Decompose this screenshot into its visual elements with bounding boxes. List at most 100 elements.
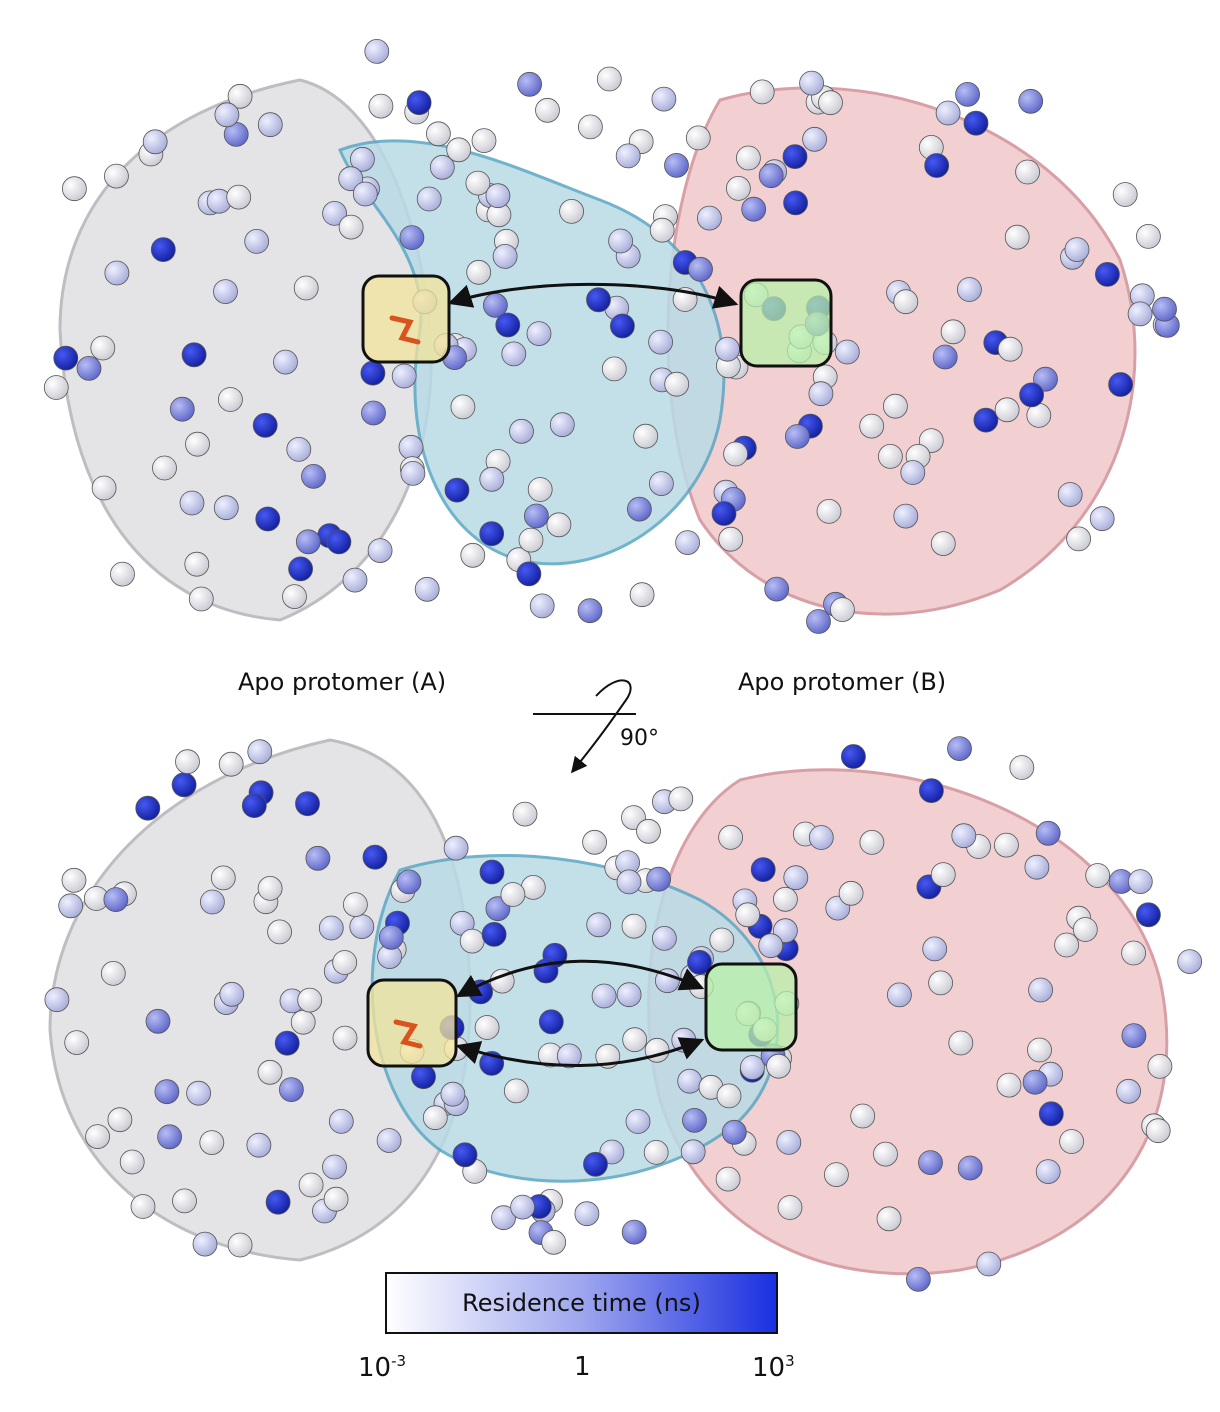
water-sphere-icon: [154, 1079, 180, 1105]
water-sphere-icon: [255, 506, 281, 532]
water-sphere-icon: [649, 471, 674, 497]
water-sphere-icon: [213, 279, 238, 305]
water-sphere-icon: [685, 125, 711, 151]
water-sphere-icon: [512, 801, 538, 827]
water-sphere-icon: [1089, 506, 1115, 532]
water-sphere-icon: [185, 431, 210, 457]
water-sphere-icon: [524, 503, 549, 529]
water-sphere-icon: [997, 336, 1023, 362]
water-sphere-icon: [479, 859, 505, 885]
water-sphere-icon: [783, 865, 809, 891]
water-sphere-icon: [322, 200, 348, 226]
water-sphere-icon: [948, 1030, 974, 1056]
water-sphere-icon: [175, 749, 200, 775]
water-sphere-icon: [715, 1166, 741, 1192]
water-sphere-icon: [601, 356, 627, 382]
water-sphere-icon: [893, 503, 919, 529]
water-sphere-icon: [541, 1229, 567, 1255]
water-sphere-icon: [217, 387, 243, 412]
water-sphere-icon: [758, 163, 784, 189]
water-sphere-icon: [104, 260, 130, 286]
water-sphere-icon: [932, 344, 958, 370]
water-sphere-icon: [172, 1188, 197, 1214]
water-sphere-icon: [648, 329, 673, 355]
water-sphere-icon: [199, 889, 225, 915]
water-sphere-icon: [776, 1130, 802, 1155]
top-view-ribbons: [58, 78, 1137, 622]
water-sphere-icon: [616, 869, 642, 895]
water-sphere-icon: [878, 443, 903, 469]
water-sphere-icon: [951, 823, 977, 849]
water-sphere-icon: [157, 1124, 183, 1150]
water-sphere-icon: [479, 521, 505, 547]
water-sphere-icon: [326, 529, 352, 555]
water-sphere-icon: [130, 1194, 156, 1219]
water-sphere-icon: [378, 924, 404, 950]
water-sphere-icon: [518, 527, 544, 553]
water-sphere-icon: [332, 950, 358, 975]
water-sphere-icon: [1035, 1159, 1061, 1184]
water-sphere-icon: [62, 176, 87, 202]
water-sphere-icon: [802, 126, 827, 152]
water-sphere-icon: [859, 830, 885, 855]
water-sphere-icon: [265, 1189, 291, 1215]
water-sphere-icon: [622, 1027, 648, 1053]
water-sphere-icon: [723, 441, 748, 467]
water-sphere-icon: [841, 744, 866, 769]
water-sphere-icon: [859, 413, 885, 439]
water-sphere-icon: [171, 772, 197, 798]
water-sphere-icon: [150, 237, 176, 263]
water-sphere-icon: [996, 1072, 1022, 1098]
water-sphere-icon: [919, 778, 944, 803]
legend-gradient: [386, 1273, 777, 1333]
water-sphere-icon: [119, 1149, 145, 1175]
water-sphere-icon: [479, 466, 505, 492]
water-sphere-icon: [785, 424, 810, 449]
water-sphere-icon: [342, 567, 368, 593]
protomer-a-label: Apo protomer (A): [238, 668, 447, 696]
water-sphere-icon: [332, 1025, 358, 1051]
water-sphere-icon: [824, 1162, 849, 1187]
water-sphere-icon: [621, 1219, 647, 1245]
water-sphere-icon: [107, 1107, 133, 1133]
water-sphere-icon: [368, 93, 394, 119]
water-sphere-icon: [1059, 1129, 1084, 1154]
water-sphere-icon: [465, 170, 491, 196]
water-sphere-icon: [349, 146, 375, 172]
water-sphere-icon: [559, 198, 584, 224]
water-sphere-icon: [43, 375, 69, 400]
water-sphere-icon: [446, 137, 472, 163]
water-sphere-icon: [485, 183, 511, 209]
water-sphere-icon: [295, 791, 320, 817]
water-sphere-icon: [61, 867, 87, 893]
water-sphere-icon: [758, 933, 784, 959]
water-sphere-icon: [596, 66, 622, 92]
water-sphere-icon: [651, 86, 677, 112]
water-sphere-icon: [213, 495, 239, 521]
water-sphere-icon: [301, 463, 326, 489]
water-sphere-icon: [736, 145, 761, 171]
water-sphere-icon: [44, 987, 70, 1013]
water-sphere-icon: [677, 1068, 703, 1094]
water-sphere-icon: [799, 70, 824, 96]
water-sphere-icon: [367, 538, 393, 563]
water-sphere-icon: [777, 1195, 803, 1220]
ligand-a-bottom: [393, 1019, 423, 1049]
water-sphere-icon: [994, 832, 1019, 858]
legend-colorbar: Residence time (ns): [385, 1272, 778, 1334]
water-sphere-icon: [900, 460, 926, 485]
water-sphere-icon: [241, 793, 267, 818]
water-sphere-icon: [247, 739, 273, 765]
water-sphere-icon: [460, 542, 486, 568]
water-sphere-icon: [586, 912, 612, 938]
water-sphere-icon: [1127, 869, 1153, 894]
water-sphere-icon: [578, 114, 603, 140]
water-sphere-icon: [680, 1139, 706, 1165]
water-sphere-icon: [322, 1154, 347, 1180]
water-sphere-icon: [636, 818, 661, 844]
water-sphere-icon: [583, 1151, 608, 1177]
water-sphere-icon: [100, 961, 126, 986]
water-sphere-icon: [876, 1206, 902, 1232]
water-sphere-icon: [396, 869, 422, 895]
water-sphere-icon: [1108, 372, 1133, 397]
